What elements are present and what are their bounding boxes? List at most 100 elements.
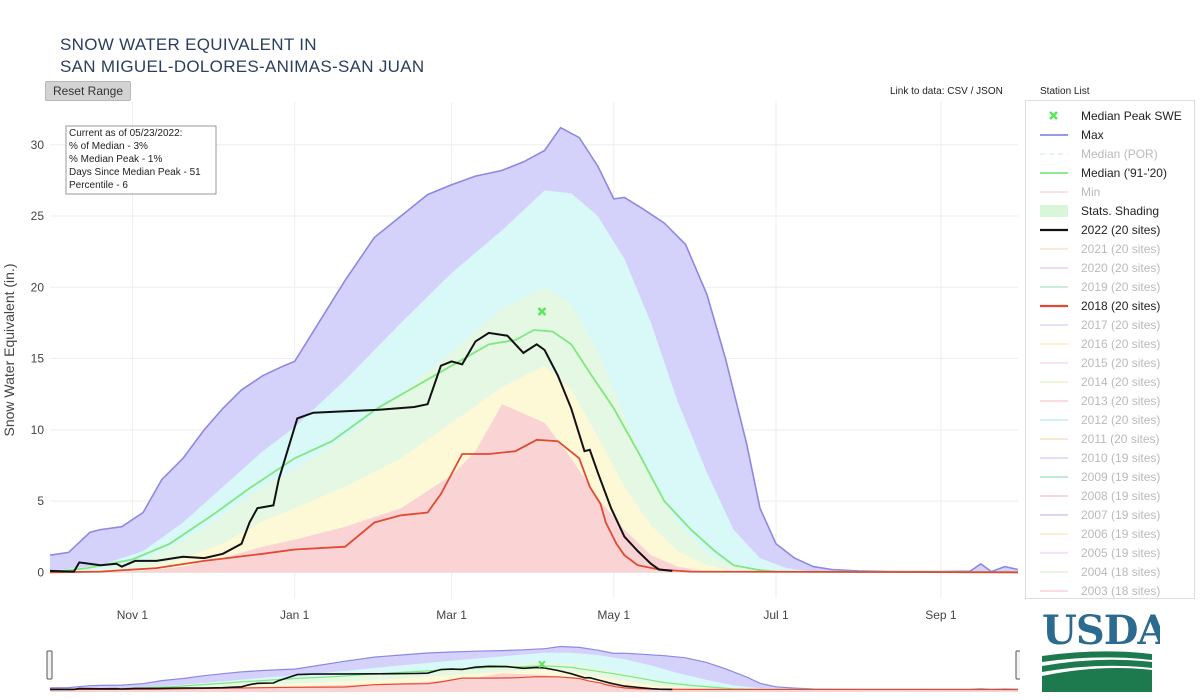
legend-symbol-5 — [1040, 205, 1068, 217]
legend-item-9[interactable]: 2019 (20 sites) — [1026, 278, 1194, 297]
legend-symbol-21 — [1040, 514, 1068, 516]
legend-label-8: 2020 (20 sites) — [1081, 261, 1161, 275]
swe-chart: 0 5 10 15 20 25 30 Nov 1 Jan 1 Mar 1 May 1 Jul 1 Sep… — [1, 102, 1020, 692]
mini-2018-line — [49, 676, 1019, 691]
legend-item-20[interactable]: 2008 (19 sites) — [1026, 487, 1194, 506]
info-box-frame — [65, 125, 217, 195]
info-box-line-1: % of Median - 3% — [69, 141, 148, 152]
legend-symbol-22 — [1040, 533, 1068, 535]
info-box-line-0: Current as of 05/23/2022: — [69, 128, 182, 139]
legend-item-15[interactable]: 2013 (20 sites) — [1026, 392, 1194, 411]
legend-item-7[interactable]: 2021 (20 sites) — [1026, 240, 1194, 259]
legend-symbol-20 — [1040, 495, 1068, 497]
legend-item-24[interactable]: 2004 (18 sites) — [1026, 563, 1194, 582]
usda-logo-text: USDA — [1042, 608, 1160, 654]
legend-label-13: 2015 (20 sites) — [1081, 356, 1161, 370]
data-link-prefix: Link to data: — [890, 86, 945, 97]
range-slider-right-handle[interactable] — [1015, 650, 1020, 680]
x-tick-label-2: Mar 1 — [436, 608, 467, 622]
legend-label-1: Max — [1081, 128, 1104, 142]
legend-label-11: 2017 (20 sites) — [1081, 318, 1161, 332]
legend-item-10[interactable]: 2018 (20 sites) — [1026, 297, 1194, 316]
legend-item-11[interactable]: 2017 (20 sites) — [1026, 316, 1194, 335]
legend-item-25[interactable]: 2003 (18 sites) — [1026, 582, 1194, 601]
legend-item-22[interactable]: 2006 (19 sites) — [1026, 525, 1194, 544]
legend-item-23[interactable]: 2005 (19 sites) — [1026, 544, 1194, 563]
y-tick-label-3: 15 — [31, 352, 45, 366]
legend-item-8[interactable]: 2020 (20 sites) — [1026, 259, 1194, 278]
legend-symbol-11 — [1040, 324, 1068, 326]
legend-item-17[interactable]: 2011 (20 sites) — [1026, 430, 1194, 449]
legend-item-19[interactable]: 2009 (19 sites) — [1026, 468, 1194, 487]
legend-item-14[interactable]: 2014 (20 sites) — [1026, 373, 1194, 392]
y-tick-label-1: 5 — [37, 494, 44, 508]
data-link-separator: / — [970, 86, 974, 97]
legend-item-5[interactable]: Stats. Shading — [1026, 202, 1194, 221]
legend-label-19: 2009 (19 sites) — [1081, 470, 1161, 484]
range-slider-left-handle[interactable] — [46, 650, 53, 680]
reset-range-button[interactable]: Reset Range — [45, 81, 131, 101]
legend-item-13[interactable]: 2015 (20 sites) — [1026, 354, 1194, 373]
legend-label-3: Median ('91-'20) — [1081, 166, 1167, 180]
legend-symbol-25 — [1040, 590, 1068, 592]
legend-symbol-15 — [1040, 400, 1068, 402]
legend-symbol-0 — [1049, 111, 1058, 120]
legend-symbol-19 — [1040, 476, 1068, 478]
legend-label-2: Median (POR) — [1081, 147, 1158, 161]
median-line — [49, 329, 1019, 574]
legend-item-21[interactable]: 2007 (19 sites) — [1026, 506, 1194, 525]
legend-symbol-9 — [1040, 286, 1068, 288]
legend-symbol-2 — [1040, 153, 1068, 155]
legend-symbol-23 — [1040, 552, 1068, 554]
legend-item-0[interactable]: Median Peak SWE — [1026, 107, 1194, 126]
legend-symbol-24 — [1040, 571, 1068, 573]
legend-symbol-14 — [1040, 381, 1068, 383]
y-axis-title: Snow Water Equivalent (in.) — [1, 264, 17, 437]
legend-label-21: 2007 (19 sites) — [1081, 508, 1161, 522]
legend-item-1[interactable]: Max — [1026, 126, 1194, 145]
legend-symbol-13 — [1040, 362, 1068, 364]
data-link-bar: Link to data: CSV / JSON — [890, 86, 1003, 97]
y-tick-label-4: 20 — [31, 280, 45, 294]
legend-item-18[interactable]: 2010 (19 sites) — [1026, 449, 1194, 468]
info-box-line-2: % Median Peak - 1% — [69, 154, 162, 165]
mini-2022-line — [50, 665, 673, 691]
info-box-line-3: Days Since Median Peak - 51 — [69, 167, 201, 178]
legend-item-2[interactable]: Median (POR) — [1026, 145, 1194, 164]
shading-30-area — [50, 404, 1018, 573]
json-link[interactable]: JSON — [976, 86, 1003, 97]
legend-symbol-18 — [1040, 457, 1068, 459]
csv-link[interactable]: CSV — [947, 86, 968, 97]
median-peak-marker — [537, 307, 547, 316]
info-box: Current as of 05/23/2022: % of Median - 3… — [65, 125, 217, 195]
legend-item-12[interactable]: 2016 (20 sites) — [1026, 335, 1194, 354]
legend-label-24: 2004 (18 sites) — [1081, 565, 1161, 579]
chart-title-line-2: SAN MIGUEL-DOLORES-ANIMAS-SAN JUAN — [60, 57, 425, 76]
info-box-line-4: Percentile - 6 — [69, 180, 128, 191]
legend-label-4: Min — [1081, 185, 1101, 199]
legend-symbol-12 — [1040, 343, 1068, 345]
chart-title: SNOW WATER EQUIVALENT IN SAN MIGUEL-DOLO… — [60, 34, 424, 78]
y-tick-label-2: 10 — [31, 423, 45, 437]
legend-item-4[interactable]: Min — [1026, 183, 1194, 202]
y-tick-label-5: 25 — [31, 209, 45, 223]
legend-label-7: 2021 (20 sites) — [1081, 242, 1161, 256]
legend-item-3[interactable]: Median ('91-'20) — [1026, 164, 1194, 183]
legend-label-6: 2022 (20 sites) — [1081, 223, 1161, 237]
mini-median-line — [49, 665, 1019, 691]
legend-label-17: 2011 (20 sites) — [1081, 432, 1160, 446]
legend-label-12: 2016 (20 sites) — [1081, 337, 1161, 351]
x-tick-label-5: Sep 1 — [925, 608, 957, 622]
mini-median-peak-marker — [538, 660, 546, 668]
legend-label-9: 2019 (20 sites) — [1081, 280, 1161, 294]
legend-symbol-1 — [1040, 134, 1068, 136]
station-list-link[interactable]: Station List — [1040, 86, 1090, 97]
legend-symbol-7 — [1040, 248, 1068, 250]
legend-symbol-10 — [1040, 304, 1068, 308]
legend-symbol-6 — [1040, 228, 1068, 232]
legend-item-16[interactable]: 2012 (20 sites) — [1026, 411, 1194, 430]
legend-label-14: 2014 (20 sites) — [1081, 375, 1161, 389]
legend-item-6[interactable]: 2022 (20 sites) — [1026, 221, 1194, 240]
y-tick-label-6: 30 — [31, 138, 45, 152]
legend: Median Peak SWE Max Median (POR) Median ('9… — [1025, 100, 1195, 599]
